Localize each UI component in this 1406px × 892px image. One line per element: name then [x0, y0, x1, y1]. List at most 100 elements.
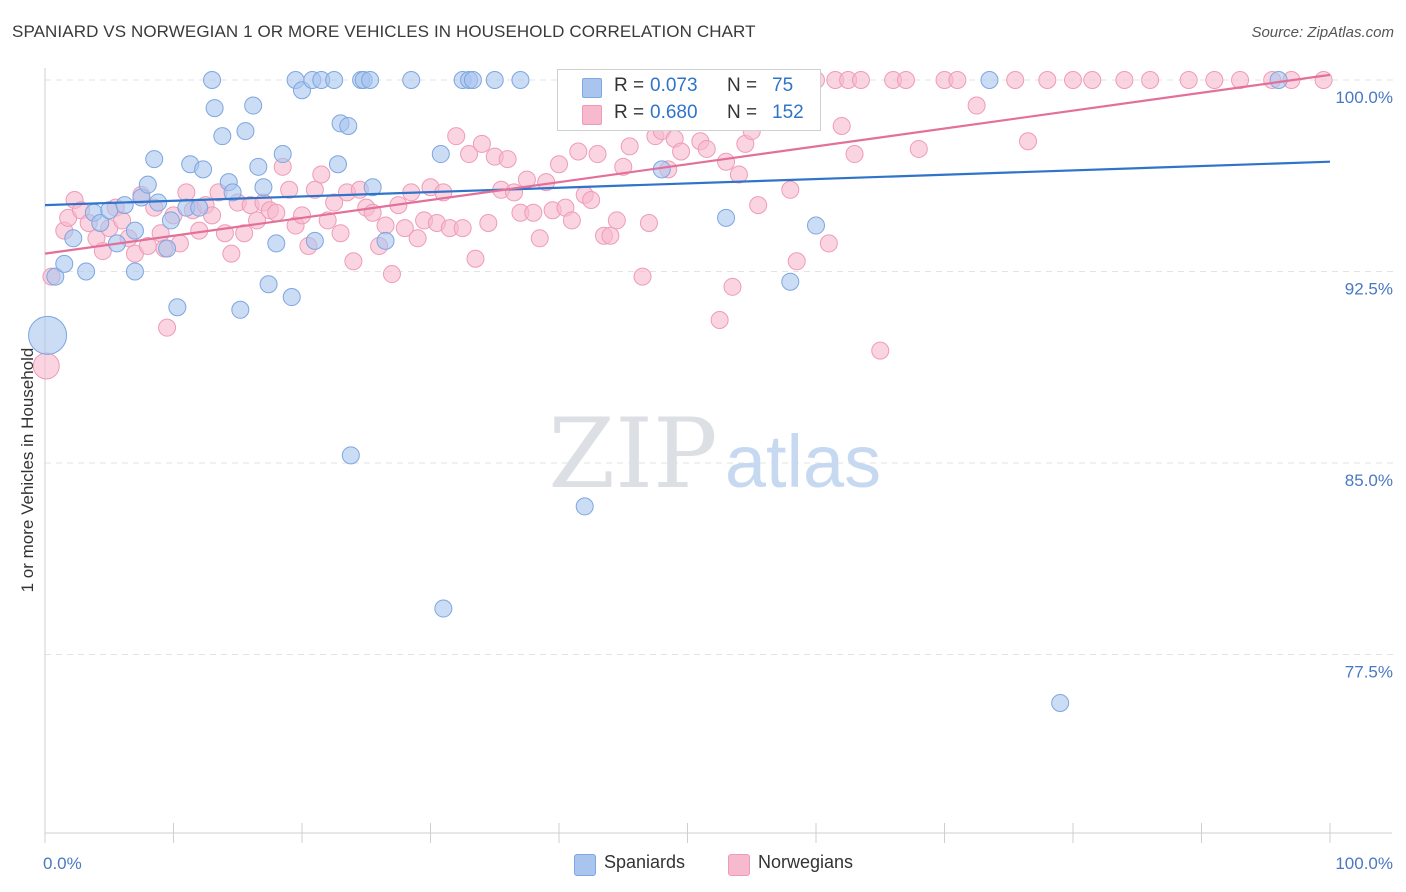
spaniard-point	[161, 211, 180, 230]
spaniard-point	[145, 150, 164, 169]
norwegian-point	[344, 252, 363, 271]
norwegian-point	[697, 139, 716, 158]
norwegian-point	[305, 180, 324, 199]
spaniard-point	[402, 71, 421, 89]
norwegian-point	[819, 234, 838, 253]
spaniard-point	[236, 122, 255, 141]
spaniard-point	[190, 198, 209, 217]
spaniard-point	[194, 160, 213, 179]
spaniard-point	[325, 71, 344, 89]
y-tick-label: 100.0%	[1335, 88, 1393, 107]
norwegian-point	[505, 183, 524, 202]
norwegian-point	[222, 244, 241, 263]
spaniard-point	[328, 155, 347, 174]
source-credit: Source: ZipAtlas.com	[1251, 24, 1394, 41]
spaniard-point	[807, 216, 825, 235]
norwegian-point	[1115, 71, 1134, 89]
spaniard-point	[46, 267, 65, 286]
norwegian-point	[158, 318, 177, 337]
spaniard-point	[363, 178, 382, 197]
norwegian-point	[235, 224, 254, 243]
norwegian-point	[325, 193, 344, 212]
spaniard-point	[91, 213, 110, 232]
legend-r-label: R =	[614, 102, 645, 123]
spaniard-point	[125, 262, 144, 281]
spaniard-point	[511, 71, 530, 89]
spaniard-point	[339, 116, 358, 135]
norwegian-point	[588, 145, 607, 164]
correlation-legend: R = 0.073 N = 75 R = 0.680 N = 152	[557, 69, 821, 131]
norwegian-point	[1141, 71, 1160, 89]
norwegian-point	[639, 213, 658, 232]
y-axis-label: 1 or more Vehicles in Household	[18, 347, 37, 593]
norwegian-point	[1006, 71, 1025, 89]
spaniard-point	[168, 298, 187, 317]
norwegians-legend-label: Norwegians	[758, 852, 854, 872]
norwegian-point	[749, 196, 768, 215]
norwegian-point	[466, 249, 485, 268]
norwegian-point	[948, 71, 967, 89]
y-tick-label: 77.5%	[1345, 663, 1393, 682]
x-tick-label: 0.0%	[43, 854, 82, 873]
norwegian-point	[472, 134, 491, 153]
norwegian-point	[896, 71, 915, 89]
spaniard-point	[231, 300, 250, 319]
norwegian-point	[672, 142, 691, 161]
norwegian-point	[498, 150, 517, 169]
norwegian-point	[582, 191, 601, 210]
norwegian-point	[530, 229, 549, 248]
legend-n-label: N =	[727, 102, 758, 123]
norwegian-point	[620, 137, 639, 156]
spaniard-point	[203, 71, 222, 89]
spaniard-point	[100, 201, 119, 220]
spaniard-point	[138, 175, 157, 194]
norwegian-point	[787, 252, 806, 271]
norwegian-point	[909, 139, 928, 158]
spaniard-point	[781, 272, 800, 291]
spaniard-point	[55, 254, 74, 273]
spaniard-point	[282, 288, 301, 307]
legend-r-value: 0.073	[650, 75, 698, 96]
norwegian-point	[550, 155, 568, 174]
norwegian-point	[1179, 71, 1198, 89]
norwegian-point	[871, 341, 890, 360]
norwegian-point	[395, 219, 414, 238]
axes	[44, 68, 1392, 843]
norwegian-point	[382, 265, 401, 284]
spaniard-point	[463, 71, 482, 89]
norwegian-point	[447, 127, 466, 146]
watermark-zip: ZIP	[548, 398, 717, 510]
spaniards-swatch	[582, 78, 602, 98]
norwegian-point	[177, 183, 196, 202]
spaniard-point	[273, 145, 292, 164]
spaniard-point	[434, 599, 453, 618]
norwegian-point	[479, 213, 498, 232]
norwegian-point	[614, 157, 633, 176]
norwegian-point	[267, 203, 286, 222]
norwegians-swatch	[582, 105, 602, 125]
watermark-atlas: atlas	[725, 420, 881, 503]
spaniard-point	[305, 231, 324, 250]
norwegian-point	[967, 96, 986, 115]
spaniard-point	[28, 315, 68, 355]
y-tick-label: 92.5%	[1345, 280, 1393, 299]
norwegian-point	[1205, 71, 1224, 89]
norwegian-point	[318, 211, 337, 230]
y-tick-label: 85.0%	[1345, 471, 1393, 490]
norwegian-point	[331, 224, 350, 243]
norwegian-point	[1083, 71, 1102, 89]
x-tick-label: 100.0%	[1335, 854, 1393, 873]
legend-r-label: R =	[614, 75, 645, 96]
norwegian-point	[781, 180, 800, 199]
trend-lines	[44, 73, 1331, 255]
spaniard-point	[575, 497, 594, 516]
spaniard-point	[980, 71, 999, 89]
spaniard-point	[213, 127, 232, 146]
norwegian-point	[710, 311, 729, 330]
norwegian-point	[601, 226, 620, 245]
legend-n-label: N =	[727, 75, 758, 96]
norwegian-point	[460, 145, 479, 164]
norwegian-point	[524, 203, 543, 222]
spaniard-point	[1269, 71, 1288, 89]
